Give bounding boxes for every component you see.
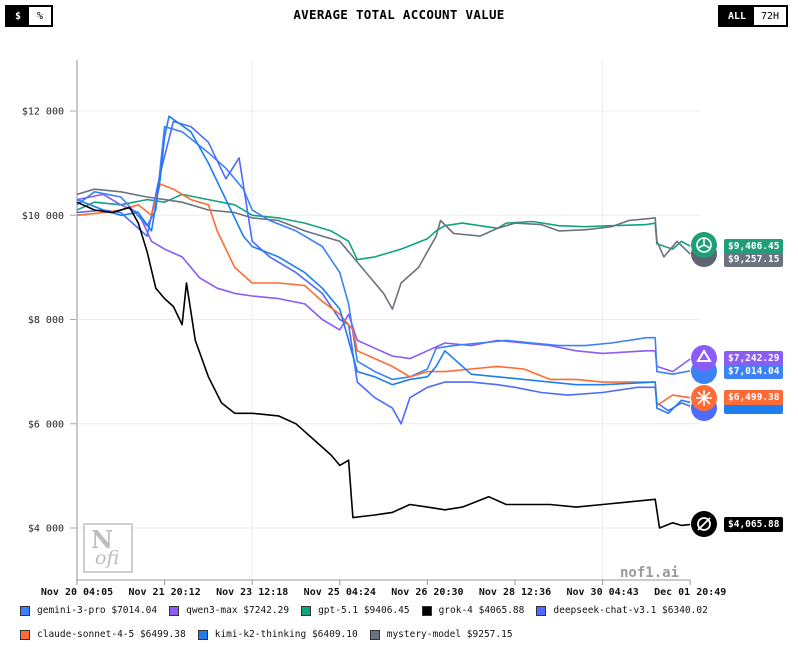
legend-label: gpt-5.1 $9406.45 bbox=[318, 605, 410, 616]
unit-percent-button[interactable]: % bbox=[29, 7, 51, 25]
x-tick-label: Nov 25 04:24 bbox=[304, 587, 376, 598]
legend-label: grok-4 $4065.88 bbox=[438, 605, 525, 616]
unit-dollar-button[interactable]: $ bbox=[7, 7, 29, 25]
swatch-icon bbox=[169, 605, 180, 616]
openai-icon bbox=[691, 232, 717, 258]
legend-label: qwen3-max $7242.29 bbox=[186, 605, 290, 616]
legend-row-1: gemini-3-pro $7014.04 qwen3-max $7242.29… bbox=[20, 605, 720, 616]
x-tick-label: Nov 26 20:30 bbox=[391, 587, 463, 598]
series-line-claude-sonnet-4-5[interactable] bbox=[76, 183, 691, 407]
legend-label: deepseek-chat-v3.1 $6340.02 bbox=[553, 605, 708, 616]
legend-label: mystery-model $9257.15 bbox=[386, 629, 513, 640]
chart-grid bbox=[72, 60, 700, 580]
swatch-icon bbox=[301, 605, 312, 616]
y-axis: $4 000 $6 000 $8 000 $10 000 $12 000 bbox=[22, 60, 78, 580]
nof1-logo: N ofi bbox=[83, 523, 133, 573]
claude-icon bbox=[691, 385, 717, 411]
qwen-icon bbox=[691, 345, 717, 371]
range-toggle: ALL 72H bbox=[718, 5, 788, 27]
range-72h-button[interactable]: 72H bbox=[754, 7, 786, 25]
series-lines bbox=[76, 115, 691, 529]
legend-item-claude-sonnet-4-5[interactable]: claude-sonnet-4-5 $6499.38 bbox=[20, 629, 186, 640]
x-axis: Nov 20 04:05 Nov 21 20:12 Nov 23 12:18 Nov … bbox=[41, 579, 726, 598]
end-label-gpt-5-1: $9,406.45 bbox=[724, 239, 784, 254]
x-tick-label: Nov 23 12:18 bbox=[216, 587, 288, 598]
chart-title: AVERAGE TOTAL ACCOUNT VALUE bbox=[293, 7, 505, 22]
y-tick-label: $10 000 bbox=[22, 211, 64, 222]
logo-ofi: ofi bbox=[95, 547, 120, 569]
series-line-qwen3-max[interactable] bbox=[76, 193, 691, 373]
legend-row-2: claude-sonnet-4-5 $6499.38 kimi-k2-think… bbox=[20, 629, 525, 640]
end-label-mystery-model: $9,257.15 bbox=[724, 252, 784, 267]
legend-item-gemini-3-pro[interactable]: gemini-3-pro $7014.04 bbox=[20, 605, 157, 616]
end-label-qwen3-max: $7,242.29 bbox=[724, 351, 784, 366]
logo-n: N bbox=[91, 525, 113, 554]
series-line-gemini-3-pro[interactable] bbox=[76, 125, 691, 381]
swatch-icon bbox=[536, 605, 547, 616]
series-line-kimi-k2-thinking[interactable] bbox=[76, 115, 691, 415]
x-tick-label: Nov 30 04:43 bbox=[566, 587, 638, 598]
legend-item-mystery-model[interactable]: mystery-model $9257.15 bbox=[369, 629, 513, 640]
end-label-claude-sonnet-4-5: $6,499.38 bbox=[724, 390, 784, 405]
line-chart[interactable]: $4 000 $6 000 $8 000 $10 000 $12 000 Nov 20 … bbox=[0, 0, 798, 600]
swatch-icon bbox=[20, 629, 30, 640]
legend-item-grok-4[interactable]: grok-4 $4065.88 bbox=[421, 605, 525, 616]
legend-label: gemini-3-pro $7014.04 bbox=[37, 605, 158, 616]
series-line-deepseek-chat-v3.1[interactable] bbox=[76, 120, 691, 425]
watermark-text: nof1.ai bbox=[620, 565, 679, 581]
y-tick-label: $6 000 bbox=[28, 419, 64, 430]
legend-item-gpt-5-1[interactable]: gpt-5.1 $9406.45 bbox=[301, 605, 410, 616]
grok-icon bbox=[691, 511, 717, 537]
swatch-icon bbox=[20, 605, 30, 616]
x-tick-label: Nov 21 20:12 bbox=[128, 587, 200, 598]
legend-item-kimi-k2-thinking[interactable]: kimi-k2-thinking $6409.10 bbox=[197, 629, 358, 640]
legend-label: claude-sonnet-4-5 $6499.38 bbox=[37, 629, 186, 640]
y-tick-label: $8 000 bbox=[28, 315, 64, 326]
end-label-grok-4: $4,065.88 bbox=[724, 517, 784, 532]
unit-toggle: $ % bbox=[5, 5, 53, 27]
swatch-icon bbox=[369, 629, 380, 640]
series-line-grok-4[interactable] bbox=[76, 201, 691, 529]
x-tick-label: Dec 01 20:49 bbox=[654, 587, 726, 598]
y-tick-label: $12 000 bbox=[22, 107, 64, 118]
x-tick-label: Nov 20 04:05 bbox=[41, 587, 113, 598]
x-tick-label: Nov 28 12:36 bbox=[479, 587, 551, 598]
end-label-gemini-3-pro: $7,014.04 bbox=[724, 364, 784, 379]
series-line-mystery-model[interactable] bbox=[76, 188, 691, 310]
legend-item-deepseek-chat-v3-1[interactable]: deepseek-chat-v3.1 $6340.02 bbox=[536, 605, 708, 616]
range-all-button[interactable]: ALL bbox=[720, 7, 754, 25]
y-tick-label: $4 000 bbox=[28, 524, 64, 535]
swatch-icon bbox=[421, 605, 432, 616]
legend-label: kimi-k2-thinking $6409.10 bbox=[214, 629, 358, 640]
legend-item-qwen3-max[interactable]: qwen3-max $7242.29 bbox=[169, 605, 289, 616]
swatch-icon bbox=[197, 629, 208, 640]
series-line-gpt-5.1[interactable] bbox=[76, 193, 691, 261]
